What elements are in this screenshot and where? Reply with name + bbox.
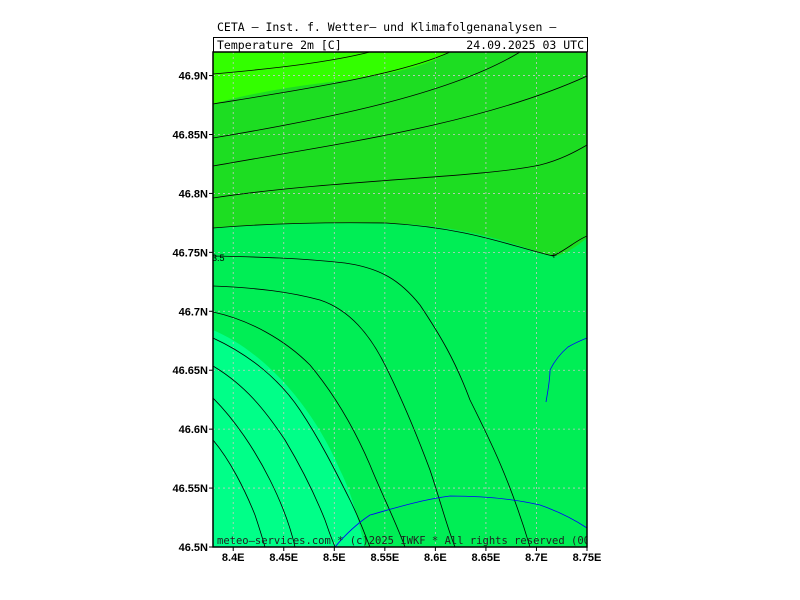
temperature-band-coolest [213, 330, 365, 547]
isotherm-line [213, 52, 371, 75]
map-frame [212, 51, 588, 548]
y-tick-label: 46.5N [179, 542, 208, 554]
x-tick-label: 8.5E [323, 552, 346, 564]
isotherm-line [213, 255, 531, 547]
contour-value-label: 3.5 [212, 253, 225, 263]
y-tick-label: 46.9N [179, 71, 208, 83]
x-tick-label: 8.45E [269, 552, 298, 564]
y-tick-label: 46.75N [173, 247, 209, 259]
x-tick-label: 8.65E [472, 552, 501, 564]
x-tick-label: 8.55E [370, 552, 399, 564]
isotherm-line [213, 75, 587, 167]
shoreline-segment [334, 495, 587, 547]
isotherm-line [213, 222, 587, 257]
isotherm-line [213, 439, 266, 547]
y-tick-label: 46.7N [179, 306, 208, 318]
isotherm-contours [213, 52, 587, 547]
lat-lon-grid [213, 52, 587, 547]
valid-time-label: 24.09.2025 03 UTC [466, 38, 584, 52]
temperature-band-warm [213, 52, 450, 104]
y-tick-label: 46.8N [179, 188, 208, 200]
isotherm-line [213, 397, 296, 547]
map-plot-area: + meteo—services.com * (c)2025 IWKF * Al… [213, 52, 622, 547]
x-tick-label: 8.75E [573, 552, 602, 564]
map-title: CETA — Inst. f. Wetter— und Klimafolgena… [217, 20, 557, 34]
isotherm-line [213, 337, 371, 547]
isotherm-line [213, 52, 451, 105]
shoreline-segment [545, 337, 587, 403]
y-tick-label: 46.85N [173, 130, 209, 142]
isotherm-line [213, 144, 587, 199]
y-tick-label: 46.55N [173, 483, 209, 495]
x-tick-label: 8.6E [424, 552, 447, 564]
isotherm-line [213, 365, 336, 547]
latitude-axis: 46.9N 46.85N 46.8N 46.75N 46.7N 46.65N 46.6N 46… [173, 71, 213, 554]
field-header-bar: Temperature 2m [C] 24.09.2025 03 UTC [213, 37, 588, 52]
y-tick-label: 46.65N [173, 365, 209, 377]
field-label: Temperature 2m [C] [217, 38, 342, 52]
longitude-axis: 8.4E 8.45E 8.5E 8.55E 8.6E 8.65E 8.7E 8.75E [222, 547, 601, 564]
lake-shoreline [334, 337, 587, 547]
temperature-band-mid [213, 52, 587, 256]
y-tick-label: 46.6N [179, 424, 208, 436]
isotherm-line [213, 285, 456, 547]
isotherm-line [213, 311, 406, 547]
isotherm-line [213, 52, 521, 139]
station-marker-icon: + [551, 251, 557, 262]
credit-text: meteo—services.com * (c)2025 IWKF * All … [217, 535, 622, 547]
x-tick-label: 8.4E [222, 552, 245, 564]
x-tick-label: 8.7E [525, 552, 548, 564]
